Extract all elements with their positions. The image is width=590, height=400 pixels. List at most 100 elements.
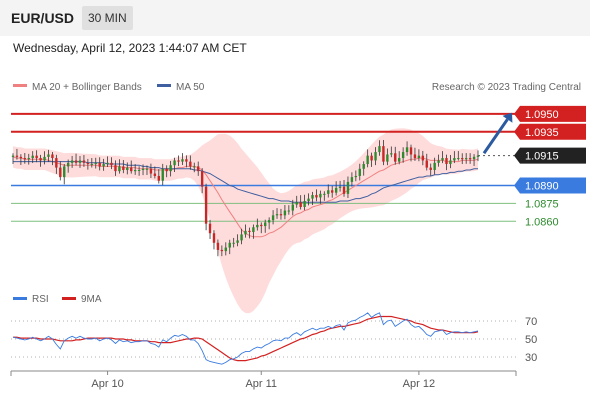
candle-body <box>228 242 231 248</box>
timeframe-badge[interactable]: 30 MIN <box>82 6 133 30</box>
candle-body <box>145 168 149 170</box>
candle-body <box>275 214 279 216</box>
candle-body <box>126 167 129 170</box>
candle-body <box>374 152 377 161</box>
candle-body <box>279 214 283 216</box>
x-tick-label: Apr 10 <box>91 378 123 390</box>
x-axis: Apr 10 Apr 11 Apr 12 <box>10 370 517 390</box>
bollinger-band <box>13 128 478 314</box>
candle-body <box>98 162 101 167</box>
rsi-legend: RSI 9MA <box>13 294 102 305</box>
candle-body <box>370 155 373 161</box>
candle-body <box>401 152 405 159</box>
level-tag-1.0890 <box>514 177 586 194</box>
candle-body <box>47 154 50 157</box>
rsi-ma-legend-label: 9MA <box>81 294 102 305</box>
candle-body <box>185 159 188 162</box>
rsi-tick-70: 70 <box>525 316 537 328</box>
candle-body <box>445 158 448 165</box>
candle-body <box>299 202 302 207</box>
candle-body <box>354 175 358 178</box>
level-label-1.0915: 1.0915 <box>525 151 559 163</box>
candle-body <box>78 160 82 163</box>
candle-body <box>82 160 86 163</box>
candle-body <box>334 187 338 193</box>
candle-body <box>342 186 346 194</box>
candle-body <box>464 158 468 160</box>
candle-body <box>330 190 334 193</box>
candle-body <box>15 155 19 157</box>
candle-body <box>86 162 90 165</box>
rsi-panel: 70 50 30 <box>11 312 537 365</box>
candle-body <box>421 155 425 161</box>
candle-body <box>315 195 318 198</box>
candle-body <box>236 240 239 243</box>
candle-body <box>390 153 393 155</box>
candle-body <box>405 147 409 153</box>
candle-body <box>232 242 235 244</box>
candle-body <box>181 159 184 162</box>
level-label-1.0935: 1.0935 <box>525 127 559 139</box>
candle-body <box>51 154 54 159</box>
candle-body <box>449 160 452 165</box>
candle-body <box>114 165 117 172</box>
candle-body <box>323 193 326 195</box>
candle-body <box>177 160 180 162</box>
candle-body <box>366 155 369 165</box>
candle-body <box>94 162 97 165</box>
candle-body <box>457 158 460 160</box>
ma20-legend-swatch <box>13 84 27 87</box>
candle-body <box>472 156 476 160</box>
candle-body <box>327 190 330 194</box>
candle-body <box>130 167 133 172</box>
candle-body <box>149 168 153 174</box>
candle-body <box>39 158 42 161</box>
candle-body <box>102 164 105 167</box>
candle-body <box>271 215 275 221</box>
candle-body <box>283 210 287 216</box>
candle-body <box>161 168 164 181</box>
candle-body <box>338 186 342 188</box>
candle-body <box>256 224 259 228</box>
candle-body <box>157 175 161 181</box>
candle-body <box>11 155 15 157</box>
ma50-line <box>13 161 478 203</box>
rsi-ma-legend-swatch <box>62 297 76 300</box>
candle-body <box>437 160 440 163</box>
candle-body <box>55 158 58 168</box>
candle-body <box>358 168 361 176</box>
candle-body <box>63 166 66 178</box>
level-tag-1.0950 <box>514 105 586 122</box>
candle-body <box>31 155 34 159</box>
candle-body <box>220 249 224 252</box>
candle-body <box>153 173 157 176</box>
candle-body <box>453 158 456 161</box>
candle-body <box>216 242 220 250</box>
candle-body <box>394 153 397 162</box>
level-label-1.0875: 1.0875 <box>525 198 559 210</box>
timestamp: Wednesday, April 12, 2023 1:44:07 AM CET <box>13 41 247 55</box>
candle-body <box>267 220 271 223</box>
candle-body <box>397 158 401 162</box>
candle-body <box>189 161 192 167</box>
candle-body <box>224 247 227 252</box>
level-label-1.0860: 1.0860 <box>525 216 559 228</box>
candle-body <box>260 224 263 227</box>
candle-body <box>461 158 464 160</box>
candle-body <box>70 160 74 163</box>
candle-body <box>208 223 212 234</box>
candle-body <box>303 201 306 207</box>
rsi-legend-swatch <box>13 297 27 300</box>
candle-body <box>291 204 294 211</box>
candle-body <box>413 154 417 159</box>
x-tick-label: Apr 12 <box>403 378 435 390</box>
projection-arrow <box>482 118 509 155</box>
candle-body <box>382 146 385 162</box>
candle-body <box>417 155 421 159</box>
candle-body <box>311 195 314 199</box>
candle-body <box>193 166 196 168</box>
candle-body <box>287 210 291 212</box>
candle-body <box>476 155 480 157</box>
candle-body <box>319 193 322 198</box>
